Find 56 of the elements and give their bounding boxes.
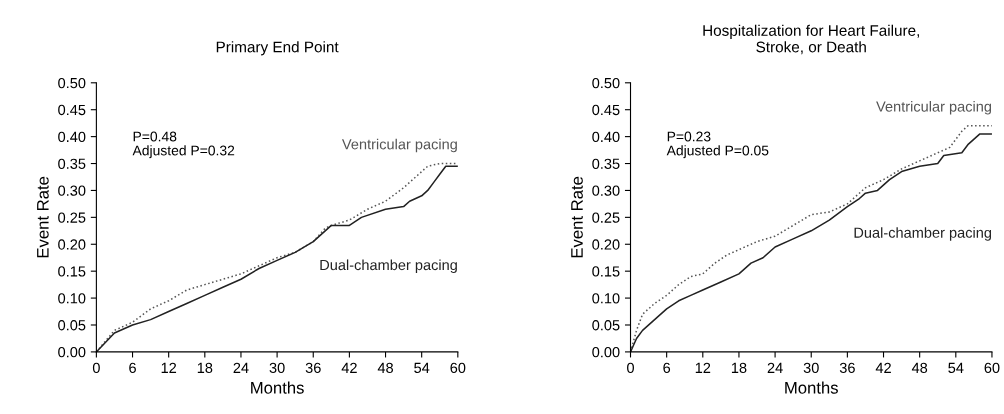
y-tick-label: 0.45 <box>592 104 620 116</box>
x-tick-label: 18 <box>731 362 747 374</box>
x-tick-label: 6 <box>663 362 671 374</box>
y-tick-label: 0.15 <box>58 266 86 277</box>
x-tick-label: 54 <box>948 362 964 374</box>
y-tick-label: 0.15 <box>592 266 620 277</box>
y-tick-label: 0.20 <box>58 239 86 250</box>
y-tick-label: 0.05 <box>58 320 86 331</box>
y-tick-label: 0.20 <box>592 239 620 250</box>
y-tick-label: 0.00 <box>58 347 86 358</box>
y-tick-label: 0.30 <box>592 185 620 196</box>
x-tick-label: 60 <box>984 362 1000 374</box>
y-tick-label: 0.45 <box>58 104 86 116</box>
y-axis-title: Event Rate <box>571 176 583 258</box>
series-label: Ventricular pacing <box>341 138 457 153</box>
y-tick-label: 0.50 <box>58 77 86 89</box>
x-tick-label: 42 <box>341 362 357 373</box>
chart-title: Primary End Point <box>216 41 339 56</box>
y-tick-label: 0.25 <box>592 212 620 223</box>
y-tick-label: 0.50 <box>592 77 620 89</box>
y-tick-label: 0.40 <box>58 131 86 143</box>
x-tick-label: 6 <box>129 362 136 374</box>
y-tick-label: 0.10 <box>58 293 86 304</box>
x-tick-label: 18 <box>197 362 213 374</box>
x-tick-label: 60 <box>450 362 466 374</box>
x-axis-title: Months <box>785 381 838 394</box>
annotation: P=0.48 Adjusted P=0.32 <box>132 131 235 159</box>
x-tick-label: 48 <box>911 362 928 374</box>
x-tick-label: 12 <box>695 362 711 373</box>
y-tick-label: 0.10 <box>592 293 620 304</box>
x-tick-label: 30 <box>269 362 285 374</box>
x-tick-label: 48 <box>377 362 394 374</box>
series-label: Dual-chamber pacing <box>320 259 457 274</box>
series-label: Ventricular pacing <box>876 101 992 115</box>
y-tick-label: 0.30 <box>58 185 86 196</box>
x-tick-label: 36 <box>305 362 321 374</box>
y-tick-label: 0.25 <box>58 212 86 223</box>
x-tick-label: 42 <box>875 362 891 373</box>
series-label: Dual-chamber pacing <box>854 227 992 241</box>
x-tick-label: 0 <box>627 362 634 374</box>
x-axis-title: Months <box>251 381 304 394</box>
x-tick-label: 36 <box>839 362 855 374</box>
y-tick-label: 0.05 <box>592 320 620 331</box>
chart-title: Hospitalization for Heart Failure, Stroke, or Death <box>703 24 919 55</box>
y-tick-label: 0.35 <box>592 158 620 169</box>
y-tick-label: 0.40 <box>592 131 620 143</box>
x-tick-label: 30 <box>803 362 819 374</box>
x-tick-label: 54 <box>414 362 430 374</box>
annotation: P=0.23 Adjusted P=0.05 <box>666 131 769 159</box>
x-tick-label: 12 <box>161 362 177 373</box>
y-tick-label: 0.00 <box>592 347 620 358</box>
x-tick-label: 24 <box>233 362 249 373</box>
y-tick-label: 0.35 <box>58 158 86 169</box>
x-tick-label: 0 <box>92 362 100 374</box>
y-axis-title: Event Rate <box>37 176 49 258</box>
x-tick-label: 24 <box>767 362 783 373</box>
